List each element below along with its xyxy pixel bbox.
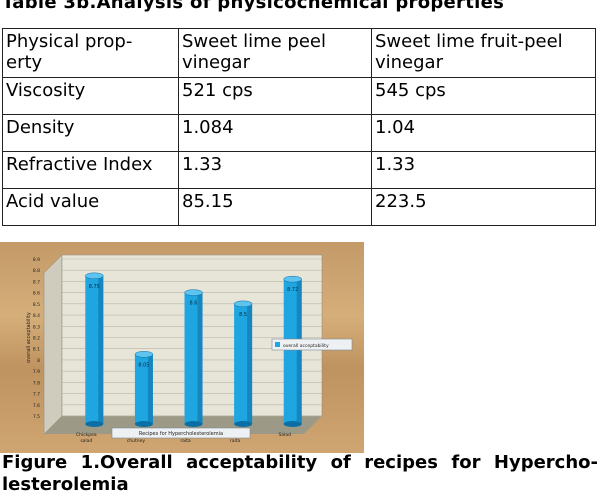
caption-line: lesterolemia <box>2 474 129 495</box>
bar <box>85 272 104 427</box>
bar-cap <box>134 351 154 358</box>
bar-cap <box>184 289 203 296</box>
legend-swatch <box>275 342 280 347</box>
table-cell: 1.33 <box>178 151 372 189</box>
table-cell: 1.084 <box>178 114 372 152</box>
table-row: Density 1.084 1.04 <box>2 114 596 152</box>
bar-base <box>234 421 253 427</box>
table-cell: 1.33 <box>371 151 596 189</box>
data-label: 8.5 <box>239 312 247 318</box>
bar-shade <box>247 303 253 424</box>
bar <box>233 300 253 427</box>
x-tick-label: chutney <box>127 438 146 444</box>
figure-chart: 8.9 8.8 8.7 8.6 8.5 8.4 8.3 8.2 8.1 8 7.9 7.8 7.7 7.6… <box>0 242 364 453</box>
bar-base <box>85 421 104 427</box>
properties-table: Physical prop-erty Sweet lime peel vinega… <box>2 28 596 226</box>
x-tick-label: raita <box>230 438 241 444</box>
table-cell: Acid value <box>2 188 179 226</box>
y-tick-label: 8 <box>37 358 40 364</box>
table-cell: Viscosity <box>2 77 179 115</box>
x-tick-label: Chickpea <box>76 432 97 438</box>
table-cell: 521 cps <box>178 77 372 115</box>
data-label: 8.6 <box>190 301 198 307</box>
bar-shade <box>197 292 203 424</box>
table-cell: Refractive Index <box>2 151 179 189</box>
side-wall <box>43 254 63 435</box>
y-tick-label: 8.7 <box>33 279 40 285</box>
bar-chart: 8.9 8.8 8.7 8.6 8.5 8.4 8.3 8.2 8.1 8 7.9 7.8 7.7 7.6… <box>26 254 353 444</box>
table-header-row: Physical prop-erty Sweet lime peel vinega… <box>2 28 596 78</box>
figure-caption: Figure 1.Overall acceptability of recipe… <box>2 452 598 496</box>
y-tick-label: 8.6 <box>33 291 40 297</box>
bar-base <box>184 421 203 427</box>
y-axis-label: overall acceptability <box>26 312 32 363</box>
table-row: Refractive Index 1.33 1.33 <box>2 151 596 189</box>
data-label: 8.05 <box>138 362 149 368</box>
bar-base <box>283 421 302 427</box>
y-tick-label: 8.5 <box>33 302 40 308</box>
header-cell: Sweet lime fruit-peel vinegar <box>371 28 596 78</box>
y-tick-label: 8.9 <box>33 257 40 263</box>
bar <box>134 351 154 427</box>
table-cell: 85.15 <box>178 188 372 226</box>
table-row: Acid value 85.15 223.5 <box>2 188 596 226</box>
bar-shade <box>296 279 302 424</box>
table-cell: 223.5 <box>371 188 596 226</box>
data-label: 8.72 <box>287 287 298 293</box>
legend-box <box>271 338 353 351</box>
table-title: Table 3b.Analysis of physicochemical pro… <box>2 0 505 13</box>
bar-cap <box>283 275 302 283</box>
bar <box>184 289 203 427</box>
legend-label: overall acceptability <box>283 343 329 349</box>
caption-line: Figure 1.Overall acceptability of recipe… <box>2 452 598 473</box>
table-cell: 1.04 <box>371 114 596 152</box>
data-label: 8.75 <box>89 284 100 290</box>
y-tick-label: 7.5 <box>33 414 40 420</box>
y-tick-label: 8.1 <box>33 347 40 353</box>
x-tick-label: raita <box>180 438 191 444</box>
bar <box>283 275 302 427</box>
x-tick-label: Salad <box>278 432 291 438</box>
y-tick-label: 8.8 <box>33 268 40 274</box>
y-tick-label: 8.2 <box>33 336 40 342</box>
y-tick-label: 8.4 <box>33 313 40 319</box>
y-tick-label: 8.3 <box>33 324 40 330</box>
bar-base <box>134 421 153 427</box>
table-cell: Density <box>2 114 179 152</box>
table-row: Viscosity 521 cps 545 cps <box>2 77 596 115</box>
y-tick-label: 7.7 <box>33 392 40 398</box>
x-tick-label: salad <box>80 438 92 444</box>
x-axis-label: Recipes for Hypercholesterolemia <box>139 431 223 437</box>
bar-cap <box>85 272 104 280</box>
y-tick-label: 7.8 <box>33 380 40 386</box>
bar-shade <box>98 275 104 424</box>
bar-cap <box>233 300 253 308</box>
bar-shade <box>147 354 153 424</box>
y-tick-label: 7.6 <box>33 403 40 409</box>
x-axis-label-box <box>111 427 251 439</box>
header-cell: Sweet lime peel vinegar <box>178 28 372 78</box>
header-cell: Physical prop-erty <box>2 28 179 78</box>
y-tick-label: 7.9 <box>33 369 40 375</box>
table-cell: 545 cps <box>371 77 596 115</box>
